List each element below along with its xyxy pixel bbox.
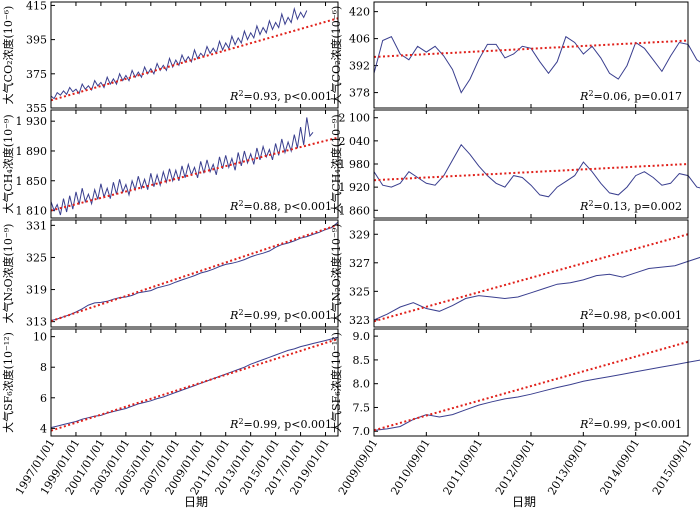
sf6-short-ytick-label: 7.0 (353, 425, 371, 438)
sf6-short-observed-line (373, 359, 700, 431)
n2o-short-ytick-label: 327 (349, 257, 370, 270)
sf6-long-frame (50, 328, 339, 437)
n2o-long-ytick-label: 325 (26, 251, 47, 264)
sf6-short-ytick-label: 9.0 (353, 330, 371, 343)
ch4-long-annotation: R2=0.88, p<0.001 (229, 199, 332, 213)
n2o-short-annotation: R2=0.98, p<0.001 (579, 308, 682, 322)
ch4-short-annotation: R2=0.13, p=0.002 (579, 199, 682, 213)
co2-short-ytick-label: 392 (349, 60, 370, 73)
sf6-short-ytick-label: 8.5 (353, 354, 371, 367)
sf6-short-fit-line (373, 340, 689, 432)
n2o-long-fit-line (50, 223, 339, 323)
co2-short-frame (373, 1, 689, 109)
ch4-short-ytick-label: 2 040 (339, 135, 371, 148)
n2o-short-frame (373, 219, 689, 328)
n2o-short-ytick-label: 329 (349, 228, 370, 241)
n2o-long-ytick-label: 319 (26, 284, 47, 297)
x-tick-label-right: 2011/09/01 (441, 437, 486, 498)
sf6-short-y-axis-label: 大气SF₆浓度(10⁻¹²) (329, 332, 343, 433)
sf6-long-fit-line (50, 337, 339, 432)
co2-short-observed-line (373, 35, 700, 94)
ch4-short-fit-line (373, 163, 689, 182)
n2o-short-ytick-label: 323 (349, 314, 370, 327)
x-tick-label-right: 2014/09/01 (598, 437, 643, 498)
co2-long-annotation: R2=0.93, p<0.001 (229, 89, 332, 103)
n2o-long-y-axis-label: 大气N₂O浓度(10⁻⁹) (1, 224, 15, 324)
n2o-short-observed-line (373, 256, 700, 321)
sf6-long-ytick-label: 6 (40, 392, 47, 405)
ch4-short-frame (373, 109, 689, 219)
x-tick-label-right: 2012/09/01 (493, 437, 538, 498)
ch4-short-observed-line (373, 143, 700, 198)
x-tick-label-right: 2015/09/01 (650, 437, 695, 498)
x-tick-label-right: 2010/09/01 (388, 437, 433, 498)
co2-long-ytick-label: 355 (26, 102, 47, 115)
sf6-long-ytick-label: 8 (40, 361, 47, 374)
co2-long-frame (50, 1, 339, 109)
n2o-long-ytick-label: 313 (26, 316, 47, 329)
ch4-short-y-axis-label: 大气CH₄浓度(10⁻⁹) (329, 114, 343, 213)
n2o-long-observed-line (50, 221, 339, 322)
sf6-short-ytick-label: 8.0 (353, 378, 371, 391)
co2-short-ytick-label: 420 (349, 6, 370, 19)
co2-short-ytick-label: 406 (349, 33, 370, 46)
ch4-short-ytick-label: 1 980 (339, 158, 371, 171)
co2-long-y-axis-label: 大气CO₂浓度(10⁻⁶) (1, 6, 15, 105)
sf6-short-frame (373, 328, 689, 437)
co2-long-ytick-label: 415 (26, 0, 47, 12)
ch4-short-ytick-label: 2 100 (339, 112, 371, 125)
sf6-long-ytick-label: 10 (33, 331, 47, 344)
ch4-long-frame (50, 109, 339, 219)
sf6-long-y-axis-label: 大气SF₆浓度(10⁻¹²) (1, 332, 15, 433)
co2-short-fit-line (373, 39, 689, 58)
sf6-long-ytick-label: 4 (40, 422, 47, 435)
co2-short-annotation: R2=0.06, p=0.017 (579, 89, 682, 103)
ch4-long-ytick-label: 1 930 (16, 115, 48, 128)
co2-long-ytick-label: 375 (26, 68, 47, 81)
n2o-long-frame (50, 219, 339, 328)
ch4-long-y-axis-label: 大气CH₄浓度(10⁻⁹) (1, 114, 15, 213)
sf6-short-annotation: R2=0.99, p<0.001 (579, 417, 682, 431)
n2o-short-fit-line (373, 233, 689, 323)
x-tick-label-right: 2013/09/01 (545, 437, 590, 498)
x-tick-label-right: 2009/09/01 (336, 437, 381, 498)
n2o-long-ytick-label: 331 (26, 219, 47, 232)
ch4-short-ytick-label: 1 860 (339, 204, 371, 217)
n2o-short-ytick-label: 325 (349, 285, 370, 298)
ch4-long-observed-line (50, 117, 314, 216)
ch4-short-ytick-label: 1 920 (339, 181, 371, 194)
co2-long-fit-line (50, 17, 339, 102)
ch4-long-ytick-label: 1 850 (16, 175, 48, 188)
co2-long-ytick-label: 395 (26, 34, 47, 47)
sf6-short-ytick-label: 7.5 (353, 401, 371, 414)
n2o-short-y-axis-label: 大气N₂O浓度(10⁻⁹) (329, 224, 343, 324)
sf6-long-annotation: R2=0.99, p<0.001 (229, 417, 332, 431)
n2o-long-annotation: R2=0.99, p<0.001 (229, 308, 332, 322)
co2-short-y-axis-label: 大气CO₂浓度(10⁻⁶) (329, 6, 343, 105)
co2-short-ytick-label: 378 (349, 87, 370, 100)
sf6-long-observed-line (50, 336, 339, 429)
ch4-long-ytick-label: 1 890 (16, 145, 48, 158)
co2-long-observed-line (50, 6, 308, 100)
ch4-long-ytick-label: 1 810 (16, 205, 48, 218)
x-axis-label-left: 日期 (184, 495, 208, 509)
x-axis-label-right: 日期 (512, 495, 536, 509)
